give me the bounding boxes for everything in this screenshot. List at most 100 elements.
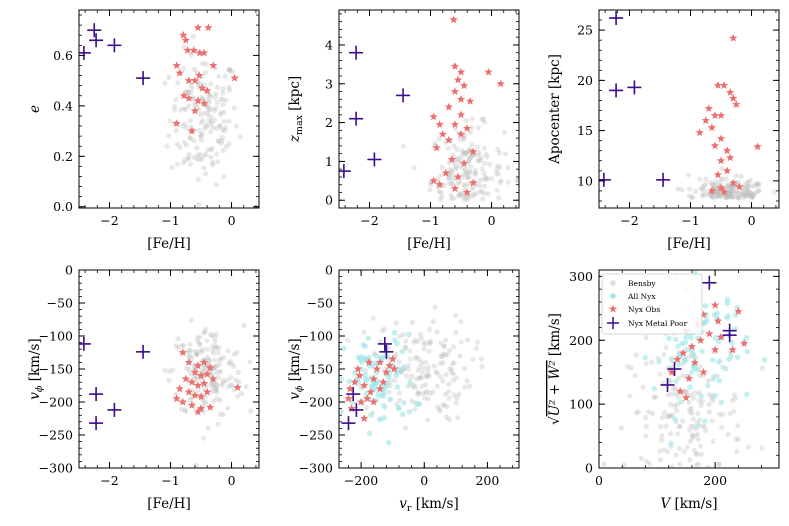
bensby-point xyxy=(218,140,224,146)
bensby-point xyxy=(677,461,683,467)
bensby-point xyxy=(684,444,690,450)
nyx-obs-point xyxy=(172,61,181,69)
bensby-point xyxy=(223,97,229,104)
bensby-point xyxy=(748,190,754,196)
bensby-point xyxy=(643,433,649,439)
bensby-point xyxy=(745,183,751,189)
bensby-point xyxy=(438,340,444,346)
bensby-point xyxy=(195,388,201,394)
nyx-obs-point xyxy=(435,180,444,189)
bensby-point xyxy=(426,326,433,332)
nyx-obs-point xyxy=(181,35,190,44)
bensby-point xyxy=(410,384,416,391)
bensby-point xyxy=(676,423,682,430)
bensby-point xyxy=(706,409,713,415)
bensby-point xyxy=(200,117,206,124)
bensby-point xyxy=(427,339,433,346)
bensby-point xyxy=(377,339,383,345)
bensby-point xyxy=(727,192,733,198)
bensby-point xyxy=(690,194,696,200)
bensby-point xyxy=(209,332,216,339)
nyx-obs-point xyxy=(753,142,762,151)
bensby-point xyxy=(415,389,422,395)
bensby-point xyxy=(727,191,733,197)
bensby-point xyxy=(222,125,229,131)
bensby-point xyxy=(448,172,454,178)
bensby-point xyxy=(702,428,709,434)
bensby-point xyxy=(449,181,455,187)
bensby-point xyxy=(714,192,720,198)
bensby-point xyxy=(426,340,433,346)
nyx-obs-point xyxy=(456,110,466,119)
bensby-point xyxy=(196,156,202,162)
bensby-point xyxy=(690,395,696,401)
bensby-point xyxy=(747,178,754,184)
bensby-point xyxy=(205,104,211,110)
bensby-point xyxy=(697,443,704,449)
x-tick-label: 0 xyxy=(228,473,236,488)
nyx-obs-point xyxy=(729,33,738,42)
nyx-obs-point xyxy=(193,361,203,370)
all-nyx-point xyxy=(716,359,722,365)
bensby-point xyxy=(426,348,432,354)
bensby-point xyxy=(481,170,487,176)
bensby-point xyxy=(197,151,203,157)
bensby-point xyxy=(206,357,212,363)
bensby-point xyxy=(213,369,219,376)
bensby-point xyxy=(723,176,729,182)
all-nyx-point xyxy=(395,404,402,411)
nyx-obs-point xyxy=(366,387,375,396)
bensby-point xyxy=(676,445,682,452)
bensby-point xyxy=(173,96,179,103)
bensby-point xyxy=(234,349,240,356)
bensby-point xyxy=(677,424,683,430)
bensby-point xyxy=(424,372,430,379)
bensby-point xyxy=(663,344,669,351)
bensby-point xyxy=(479,363,485,370)
bensby-point xyxy=(228,382,234,388)
bensby-point xyxy=(689,433,696,439)
bensby-point xyxy=(180,343,186,349)
all-nyx-point xyxy=(380,402,387,409)
bensby-point xyxy=(183,408,189,414)
bensby-point xyxy=(209,380,215,386)
bensby-point xyxy=(182,121,188,127)
bensby-point xyxy=(464,378,470,384)
bensby-point xyxy=(196,107,202,113)
bensby-point xyxy=(221,109,227,115)
bensby-point xyxy=(216,138,222,144)
bensby-point xyxy=(733,194,739,200)
bensby-point xyxy=(449,180,455,187)
bensby-point xyxy=(440,351,446,357)
bensby-point xyxy=(396,390,403,396)
bensby-point xyxy=(479,189,485,195)
nyx-metal-poor-point xyxy=(87,23,102,38)
nyx-obs-point xyxy=(716,111,726,120)
bensby-point xyxy=(450,176,457,182)
bensby-point xyxy=(217,123,223,129)
bensby-point xyxy=(439,353,445,359)
bensby-point xyxy=(436,406,443,412)
bensby-point xyxy=(748,193,754,199)
bensby-point xyxy=(339,360,343,366)
bensby-point xyxy=(693,451,699,457)
bensby-point xyxy=(420,390,426,397)
bensby-point xyxy=(226,141,232,147)
bensby-point xyxy=(364,405,370,411)
x-tick-label: −2 xyxy=(100,213,118,228)
bensby-point xyxy=(448,369,455,375)
bensby-point xyxy=(717,192,723,198)
bensby-point xyxy=(422,341,428,348)
bensby-point xyxy=(706,392,712,398)
bensby-point xyxy=(185,89,191,95)
all-nyx-point xyxy=(718,399,725,406)
bensby-point xyxy=(502,151,508,157)
nyx-obs-point xyxy=(444,135,453,144)
all-nyx-point xyxy=(406,408,413,415)
bensby-point xyxy=(747,189,753,195)
bensby-point xyxy=(405,362,412,369)
all-nyx-point xyxy=(672,336,679,343)
bensby-point xyxy=(727,411,733,417)
bensby-point xyxy=(453,400,460,406)
bensby-point xyxy=(481,190,488,196)
